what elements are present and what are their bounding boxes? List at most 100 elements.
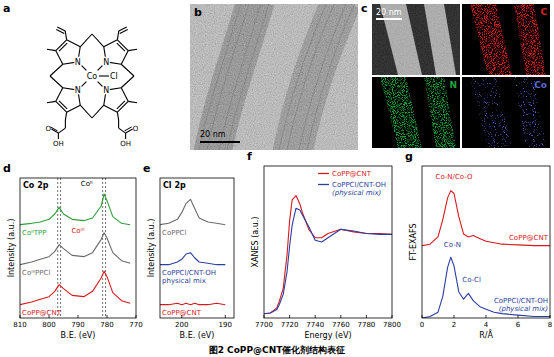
nanotube-region xyxy=(424,77,456,148)
bond xyxy=(128,101,137,102)
reference-line xyxy=(60,178,61,318)
label-line: CoPPCl/CNT-OH xyxy=(332,181,386,189)
haadf-image xyxy=(372,4,460,75)
x-axis-label: B.E. (eV) xyxy=(180,331,215,340)
x-tick-label: 7740 xyxy=(306,321,324,329)
annotation: Coᴵᴵᴵ xyxy=(71,227,84,235)
x-axis-label: B.E. (eV) xyxy=(61,331,96,340)
plot-frame xyxy=(160,178,234,318)
bond xyxy=(117,43,125,51)
bond xyxy=(118,120,119,128)
bond xyxy=(67,105,81,112)
x-tick xyxy=(454,315,455,318)
x-tick xyxy=(366,315,367,318)
title: Cl 2p xyxy=(163,181,186,190)
bond xyxy=(56,88,63,102)
x-tick-label: 800 xyxy=(42,321,55,329)
x-tick-label: 770 xyxy=(129,321,142,329)
label-line: CoᴵᴵTPP xyxy=(22,229,47,237)
panel-label: f xyxy=(247,150,252,163)
series-label: CoPPCl xyxy=(162,229,187,237)
annotation: Coᴵᴵ xyxy=(81,180,93,188)
bond xyxy=(56,29,64,33)
bond xyxy=(56,51,63,65)
label-line: CoPPCl xyxy=(162,229,187,237)
plot-frame xyxy=(422,166,550,318)
label-line: CoPPCl/CNT-OH xyxy=(162,269,216,277)
x-tick xyxy=(486,315,487,318)
map-signal xyxy=(470,77,546,148)
scale-bar xyxy=(200,141,240,143)
scale-bar-label: 20 nm xyxy=(376,8,402,17)
x-tick-label: 7720 xyxy=(281,321,299,329)
atom: OH xyxy=(120,140,131,148)
caption: 图2 CoPP@CNT催化剂结构表征 xyxy=(209,345,346,355)
bond xyxy=(98,65,103,70)
series-label: CoᴵᴵTPP xyxy=(22,229,47,237)
series-line xyxy=(160,199,225,224)
series-label: CoPPCl/CNT-OHphysical mix xyxy=(162,269,216,285)
legend-item: CoPP@CNT xyxy=(318,170,372,178)
map-signal xyxy=(470,4,546,75)
label-line: physical mix xyxy=(162,277,206,285)
bond xyxy=(117,40,128,51)
atom: OH xyxy=(53,140,64,148)
x-tick-label: 2 xyxy=(452,321,456,329)
map-background xyxy=(462,77,550,148)
bond xyxy=(56,40,67,51)
legend-label: CoPPCl/CNT-OH(physical mix) xyxy=(332,181,386,197)
label-line: CoPP@CNT xyxy=(509,234,549,242)
label-line: (physical mix) xyxy=(499,305,549,313)
x-tick xyxy=(315,315,316,318)
map-label: N xyxy=(449,80,457,90)
bond xyxy=(104,40,118,47)
scale-bar xyxy=(376,18,402,20)
tem-background xyxy=(190,4,358,150)
chart: g02468R/ÅFT-EXAFSCo-N/Co-OCo-NCo-ClCoPP@… xyxy=(405,150,552,340)
bond xyxy=(81,82,86,87)
map-signal xyxy=(380,77,456,148)
chart: d810800790780770B.E. (eV)Intensity (a.u.… xyxy=(3,162,143,340)
x-tick-label: 7760 xyxy=(332,321,350,329)
series-label: CoPP@CNT xyxy=(22,309,62,317)
x-axis-label: R/Å xyxy=(479,329,493,340)
plot-area xyxy=(264,196,392,314)
bond xyxy=(120,29,128,33)
atom: N xyxy=(75,58,81,67)
bond xyxy=(117,31,118,40)
bond xyxy=(65,120,66,128)
bond xyxy=(47,101,56,102)
label-line: (physical mix) xyxy=(332,189,382,197)
map-background xyxy=(372,4,460,75)
series-line xyxy=(264,196,392,314)
image-grain xyxy=(372,4,460,75)
bond xyxy=(56,101,67,112)
map-background xyxy=(462,4,550,75)
x-tick-label: 780 xyxy=(100,321,113,329)
x-tick-label: 8 xyxy=(548,321,552,329)
series-label: CoPPCl/CNT-OH(physical mix) xyxy=(494,297,548,313)
bond xyxy=(117,101,128,112)
label-line: CoPP@CNT xyxy=(162,309,202,317)
panel-label: b xyxy=(194,6,202,19)
series-line xyxy=(20,233,130,265)
map-background xyxy=(372,77,460,148)
bond xyxy=(80,105,92,118)
atom: Co xyxy=(87,72,98,81)
bond xyxy=(121,88,128,102)
tem-image xyxy=(190,4,358,150)
x-tick-label: 4 xyxy=(484,321,489,329)
bond xyxy=(128,49,137,50)
eds-map xyxy=(462,4,550,75)
map-label: C xyxy=(540,7,547,17)
x-tick-label: 0 xyxy=(420,321,424,329)
panel-label: e xyxy=(143,162,150,175)
series-line xyxy=(422,191,550,246)
bond xyxy=(117,112,118,120)
series-line xyxy=(160,253,225,265)
bond xyxy=(117,101,125,109)
series-label: CoᴵᴵᴵPPCl xyxy=(22,269,50,277)
x-tick-label: 190 xyxy=(219,321,232,329)
atom: O xyxy=(46,125,52,133)
x-tick-label: 7700 xyxy=(255,321,273,329)
